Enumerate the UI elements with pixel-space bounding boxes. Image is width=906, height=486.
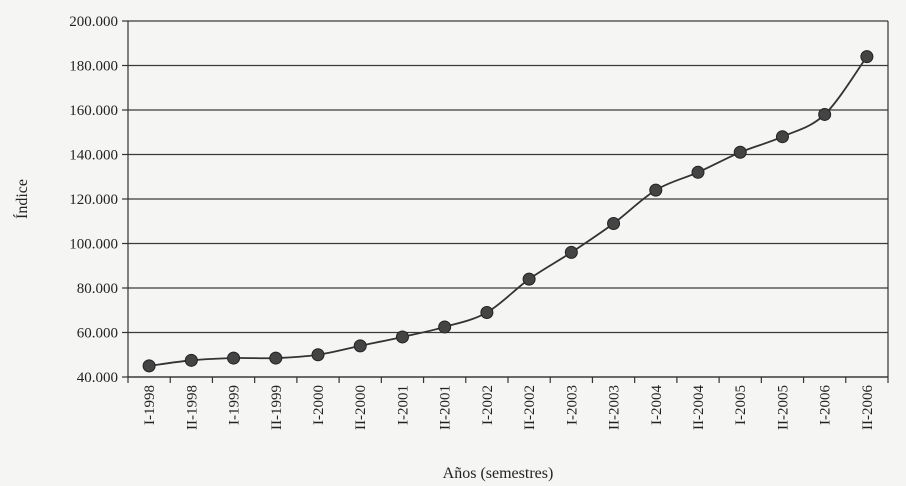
data-point [523,273,535,285]
x-tick-labels: I-1998 II-1998 I-1999 II-1999 I-2000 II-2000 I… [142,385,876,430]
x-tick-label: I-2006 [818,385,834,425]
data-point [776,131,788,143]
data-point [228,352,240,364]
x-tick-label: II-2005 [775,385,791,430]
x-tick-label: II-2006 [860,385,876,430]
axes [122,21,888,383]
y-tick-label: 80.000 [77,281,118,297]
y-tick-label: 140.000 [69,148,118,164]
y-tick-label: 40.000 [77,370,118,386]
data-point [270,352,282,364]
x-tick-label: I-2003 [564,385,580,425]
x-tick-label: II-2001 [438,385,454,430]
data-point [481,306,493,318]
x-tick-label: I-2002 [480,385,496,425]
data-point [354,340,366,352]
x-tick-label: II-2003 [607,385,623,430]
data-point [312,349,324,361]
data-point [819,108,831,120]
data-point [692,166,704,178]
data-point [861,51,873,63]
y-tick-label: 200.000 [69,14,118,30]
x-tick-label: II-2004 [691,385,707,430]
data-point [608,217,620,229]
x-axis-title: Años (semestres) [443,465,554,482]
y-tick-labels: 40.000 60.000 80.000 100.000 120.000 140.000 1… [69,14,118,386]
x-tick-label: I-2005 [733,385,749,425]
y-tick-label: 120.000 [69,192,118,208]
x-tick-label: I-2000 [311,385,327,425]
data-point [185,354,197,366]
series [143,51,873,372]
data-point [439,321,451,333]
data-point [734,146,746,158]
data-point [650,184,662,196]
x-tick-label: II-1999 [269,385,285,430]
gridlines [128,21,888,377]
y-tick-label: 160.000 [69,103,118,119]
x-tick-label: I-1999 [227,385,243,425]
data-point [143,360,155,372]
y-tick-label: 60.000 [77,326,118,342]
series-line [149,57,867,366]
data-point [396,331,408,343]
x-tick-label: II-2000 [353,385,369,430]
x-tick-label: I-2001 [395,385,411,425]
y-tick-label: 180.000 [69,59,118,75]
x-tick-label: I-2004 [649,385,665,425]
y-axis-title: Índice [12,179,31,219]
x-tick-label: I-1998 [142,385,158,425]
data-point [565,246,577,258]
x-tick-label: II-1998 [184,385,200,430]
x-tick-label: II-2002 [522,385,538,430]
y-tick-label: 100.000 [69,237,118,253]
